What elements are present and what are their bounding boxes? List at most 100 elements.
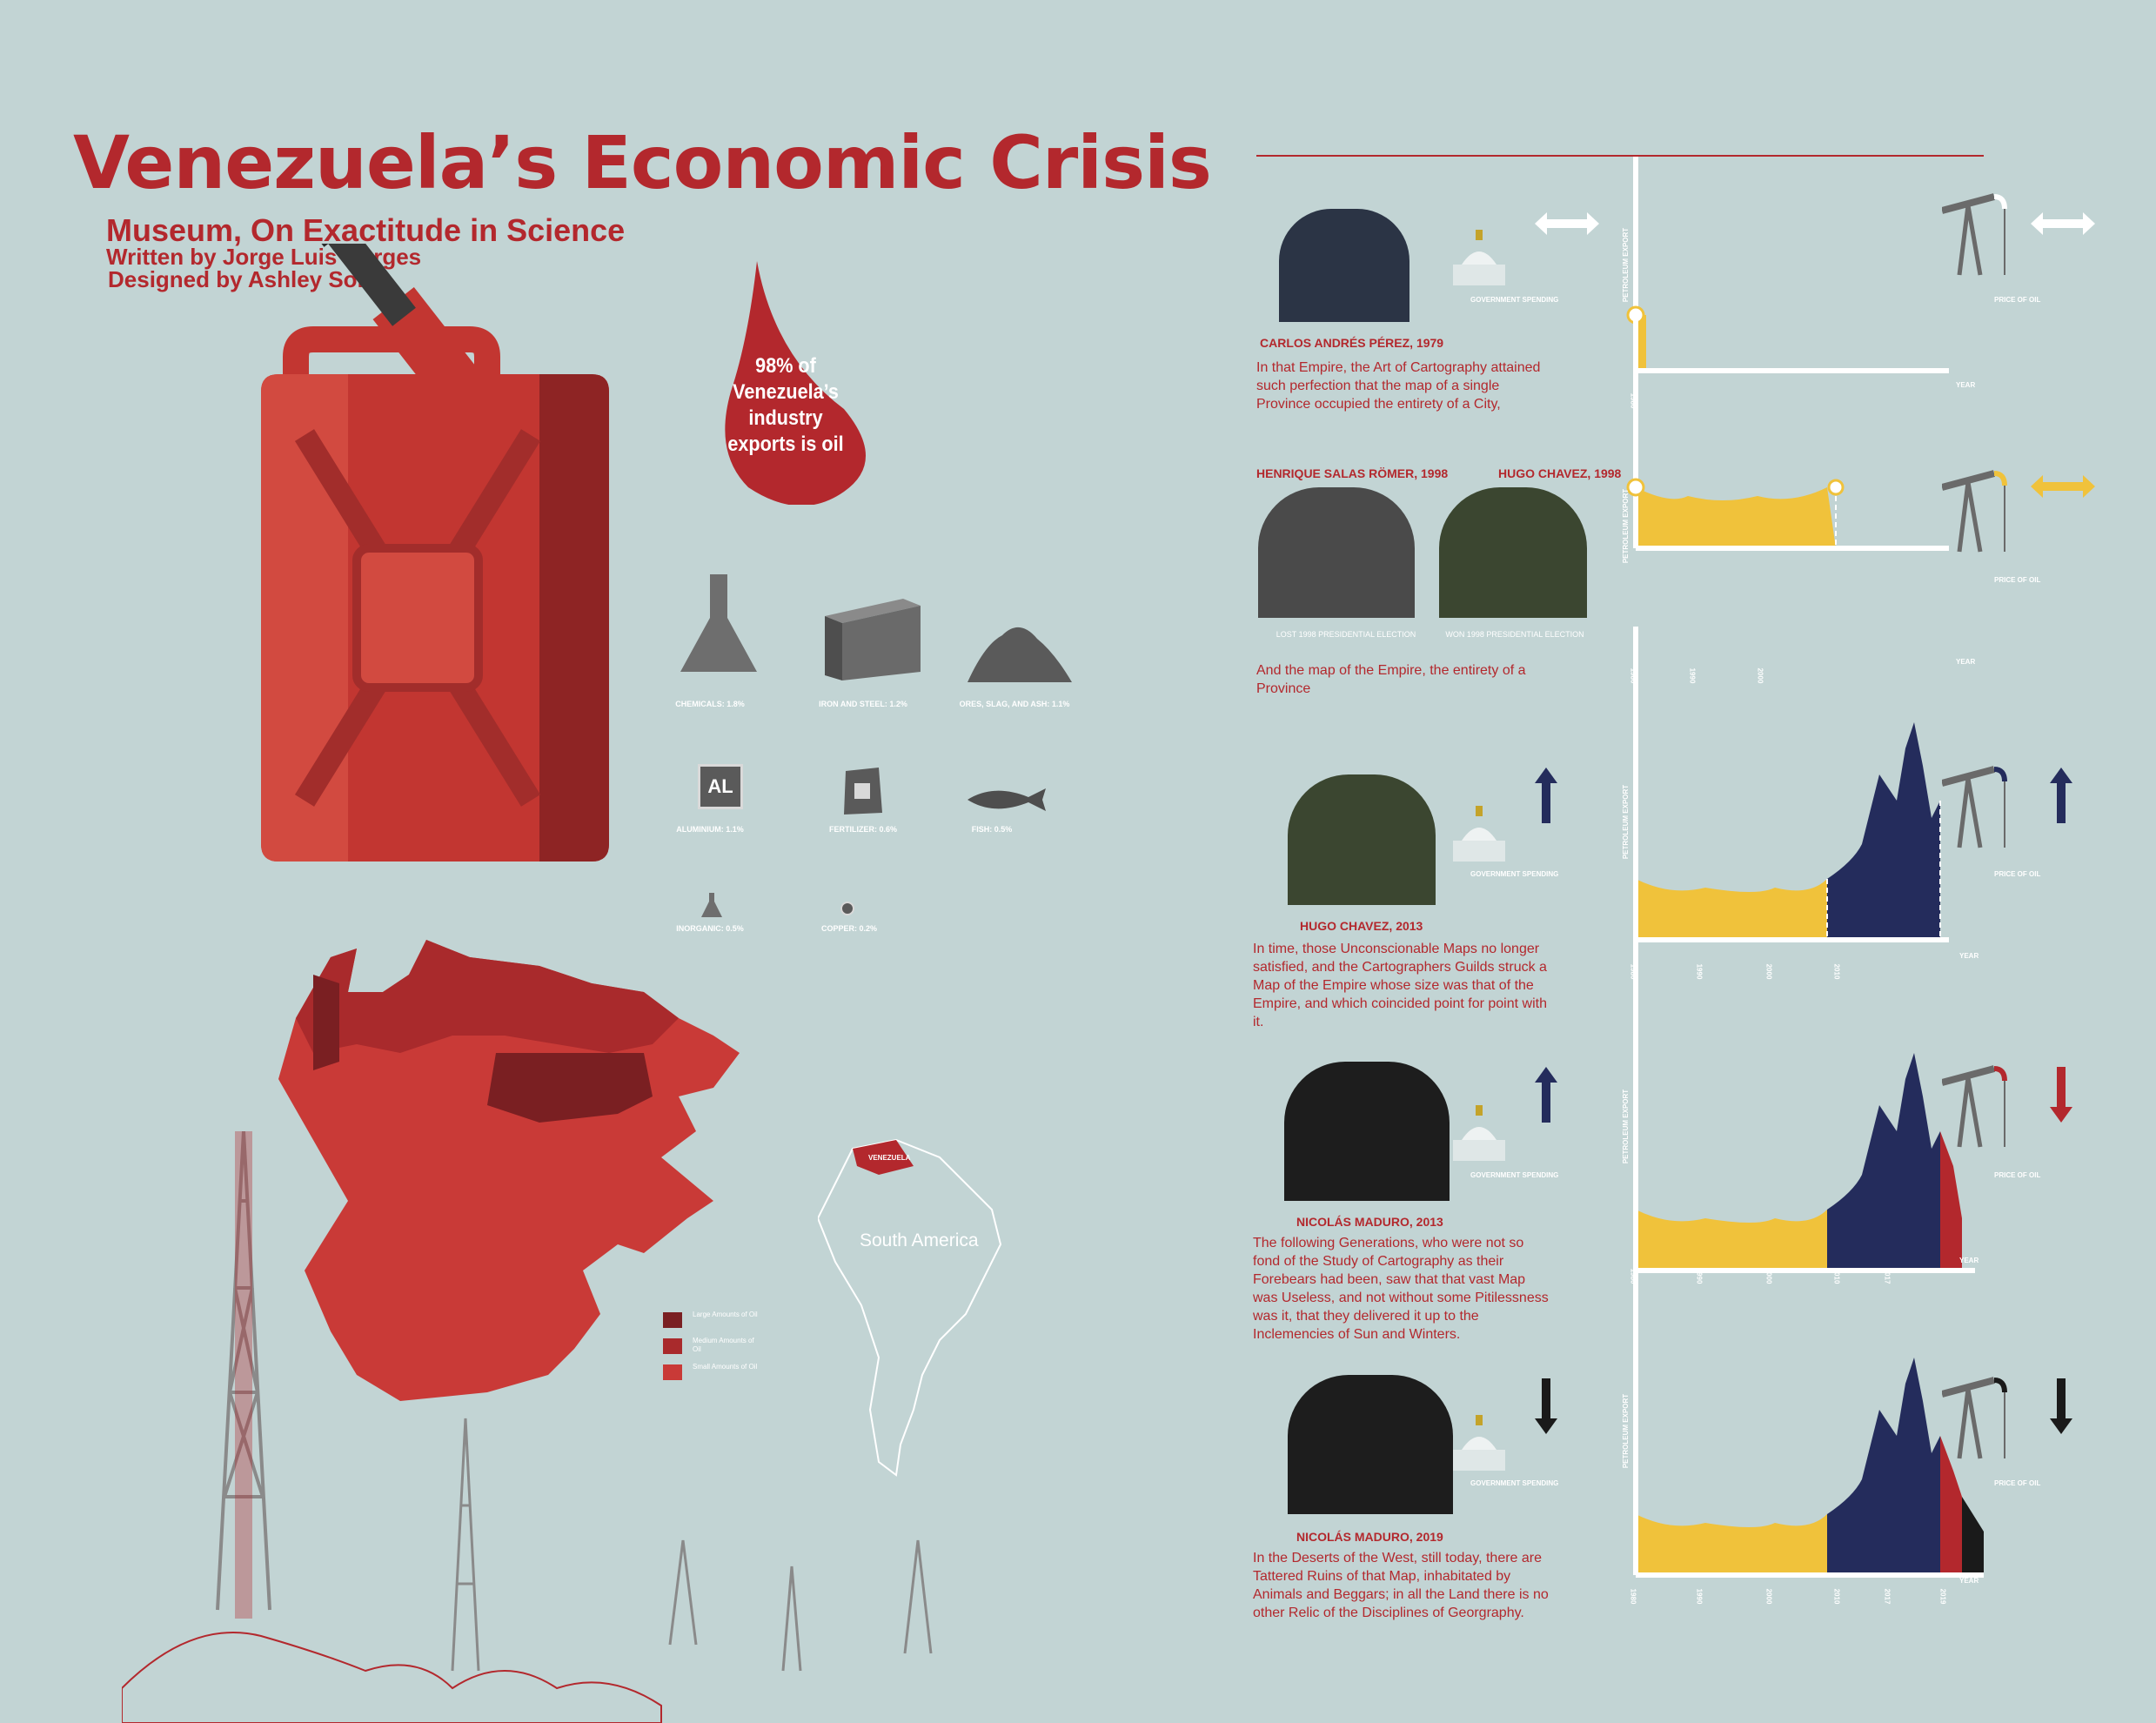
tick-label: 2017 bbox=[1883, 1268, 1892, 1284]
panel-quote: And the map of the Empire, the entirety … bbox=[1256, 663, 1526, 696]
panel-quote: In that Empire, the Art of Cartography a… bbox=[1256, 360, 1541, 412]
tick-label: 1980 bbox=[1629, 667, 1637, 684]
flask-icon bbox=[680, 574, 757, 672]
pump-jack-icon bbox=[1942, 1377, 2007, 1459]
product-label: CHEMICALS: 1.8% bbox=[675, 700, 745, 708]
caption-lost: LOST 1998 PRESIDENTIAL ELECTION bbox=[1276, 630, 1416, 639]
product-label: FERTILIZER: 0.6% bbox=[828, 825, 897, 834]
ore-pile-icon bbox=[968, 627, 1072, 682]
legend-label: Medium Amounts of Oil bbox=[693, 1337, 754, 1353]
jerry-can-icon bbox=[261, 244, 609, 862]
capitol-icon bbox=[1453, 1105, 1505, 1161]
portrait-maduro-2013 bbox=[1284, 1062, 1450, 1201]
chart-2017 bbox=[1633, 940, 1975, 1273]
capitol-icon bbox=[1453, 230, 1505, 285]
pump-jack-icon bbox=[1942, 1065, 2007, 1148]
tick-label: 1990 bbox=[1695, 1588, 1704, 1605]
leader-name: HUGO CHAVEZ, 2013 bbox=[1300, 919, 1423, 933]
panel-quote: In time, those Unconscionable Maps no lo… bbox=[1253, 942, 1547, 1029]
gov-spending-label: GOVERNMENT SPENDING bbox=[1470, 296, 1559, 304]
gov-up-arrow-icon bbox=[1535, 1067, 1557, 1123]
product-label: ALUMINIUM: 1.1% bbox=[676, 825, 744, 834]
gov-spending-label: GOVERNMENT SPENDING bbox=[1470, 1171, 1559, 1179]
legend-label: Small Amounts of Oil bbox=[693, 1363, 758, 1371]
tick-label: 2000 bbox=[1764, 1268, 1773, 1284]
price-up-arrow-icon bbox=[2050, 768, 2072, 823]
price-stable-arrow-icon bbox=[2031, 212, 2095, 235]
product-label: FISH: 0.5% bbox=[971, 825, 1013, 834]
subtitle: Museum, On Exactitude in Science bbox=[106, 212, 626, 248]
fish-icon bbox=[968, 788, 1046, 811]
portrait-perez bbox=[1279, 209, 1409, 322]
venezuela-label: VENEZUELA bbox=[868, 1154, 911, 1162]
venezuela-oil-map bbox=[278, 940, 740, 1401]
tick-label: 1990 bbox=[1695, 963, 1704, 980]
copper-icon bbox=[840, 902, 854, 915]
year-axis-label: YEAR bbox=[1956, 381, 1976, 389]
capitol-icon bbox=[1453, 806, 1505, 862]
product-label: IRON AND STEEL: 1.2% bbox=[819, 700, 907, 708]
caption-won: WON 1998 PRESIDENTIAL ELECTION bbox=[1445, 630, 1584, 639]
legend-swatch-medium bbox=[663, 1338, 682, 1354]
price-of-oil-label: PRICE OF OIL bbox=[1994, 870, 2041, 878]
petroleum-export-label: PETROLEUM EXPORT bbox=[1622, 227, 1630, 303]
tick-label: 2000 bbox=[1756, 667, 1764, 684]
price-of-oil-label: PRICE OF OIL bbox=[1994, 296, 2041, 304]
leader-name: NICOLÁS MADURO, 2019 bbox=[1296, 1530, 1443, 1544]
tick-label: 1980 bbox=[1629, 963, 1637, 980]
gov-stable-arrow-icon bbox=[1535, 212, 1599, 235]
product-label: ORES, SLAG, AND ASH: 1.1% bbox=[959, 700, 1070, 708]
petroleum-export-label: PETROLEUM EXPORT bbox=[1622, 784, 1630, 860]
legend-swatch-small bbox=[663, 1364, 682, 1380]
product-label: COPPER: 0.2% bbox=[820, 924, 878, 933]
south-america-label: South America bbox=[860, 1230, 979, 1250]
gov-spending-label: GOVERNMENT SPENDING bbox=[1470, 1479, 1559, 1487]
portrait-chavez-2013 bbox=[1288, 774, 1436, 905]
oil-share-text: 98% of Venezuela’s industry exports is o… bbox=[727, 354, 844, 456]
portrait-romer bbox=[1258, 487, 1415, 618]
legend-swatch-large bbox=[663, 1312, 682, 1328]
price-down-arrow-icon bbox=[2050, 1378, 2072, 1434]
steel-beam-icon bbox=[825, 599, 921, 680]
year-axis-label: YEAR bbox=[1959, 952, 1979, 960]
tick-label: 2000 bbox=[1764, 1588, 1773, 1605]
south-america-map bbox=[818, 1138, 1002, 1477]
leader-name: CARLOS ANDRÉS PÉREZ, 1979 bbox=[1260, 336, 1444, 350]
petroleum-export-label: PETROLEUM EXPORT bbox=[1622, 1089, 1630, 1164]
year-axis-label: YEAR bbox=[1959, 1577, 1979, 1585]
header-rule bbox=[1256, 155, 1984, 157]
chart-2013 bbox=[1633, 627, 1949, 942]
year-axis-label: YEAR bbox=[1956, 658, 1976, 666]
product-label: INORGANIC: 0.5% bbox=[676, 924, 744, 933]
price-of-oil-label: PRICE OF OIL bbox=[1994, 576, 2041, 584]
tick-label: 1980 bbox=[1629, 1588, 1637, 1605]
panel-quote: The following Generations, who were not … bbox=[1253, 1236, 1549, 1342]
gov-down-arrow-icon bbox=[1535, 1378, 1557, 1434]
chart-2019 bbox=[1633, 1244, 1984, 1578]
small-flask-icon bbox=[701, 893, 722, 917]
petroleum-export-charts bbox=[1626, 157, 1984, 1578]
pump-jack-icon bbox=[1942, 470, 2007, 553]
tick-label: 2000 bbox=[1764, 963, 1773, 980]
tick-label: 1980 bbox=[1629, 392, 1637, 409]
tick-label: 1980 bbox=[1629, 1268, 1637, 1284]
panel-quote: In the Deserts of the West, still today,… bbox=[1253, 1551, 1549, 1620]
price-stable-arrow-icon bbox=[2031, 475, 2095, 498]
oil-drop-icon bbox=[725, 261, 866, 505]
tick-label: 1990 bbox=[1688, 667, 1697, 684]
gov-up-arrow-icon bbox=[1535, 768, 1557, 823]
leader-name: HENRIQUE SALAS RÖMER, 1998 bbox=[1256, 466, 1449, 480]
portrait-maduro-2019 bbox=[1288, 1375, 1453, 1514]
tick-label: 1990 bbox=[1695, 1268, 1704, 1284]
legend-label: Large Amounts of Oil bbox=[693, 1311, 758, 1318]
petroleum-export-label: PETROLEUM EXPORT bbox=[1622, 488, 1630, 564]
tick-label: 2017 bbox=[1883, 1588, 1892, 1605]
pump-jack-icon bbox=[1942, 193, 2007, 276]
portrait-chavez-1998 bbox=[1439, 487, 1587, 618]
capitol-icon bbox=[1453, 1415, 1505, 1471]
designer-credit: Designed by Ashley Sohn bbox=[108, 266, 385, 292]
gov-spending-label: GOVERNMENT SPENDING bbox=[1470, 870, 1559, 878]
aluminium-icon: AL bbox=[698, 764, 743, 809]
chart-2000 bbox=[1626, 313, 1949, 551]
petroleum-export-label: PETROLEUM EXPORT bbox=[1622, 1393, 1630, 1469]
